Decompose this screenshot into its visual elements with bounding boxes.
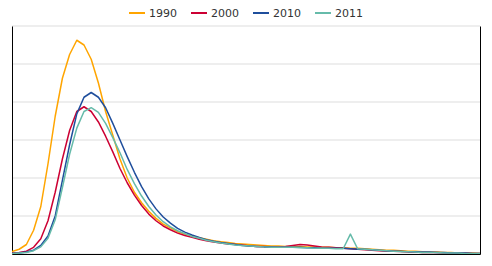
legend: 1990 2000 2010 2011 [129, 7, 363, 20]
series-line [12, 40, 480, 253]
grid-line [12, 178, 480, 179]
legend-swatch [253, 12, 269, 14]
plot-area [12, 26, 481, 255]
legend-label: 2011 [335, 7, 363, 20]
legend-swatch [191, 12, 207, 14]
axis-line [480, 27, 481, 255]
legend-item: 1990 [129, 7, 177, 20]
series-line [12, 93, 480, 254]
series-line [12, 108, 480, 254]
y-axis [12, 27, 13, 255]
grid-line [12, 26, 480, 27]
chart: 1990 2000 2010 2011 [0, 0, 492, 266]
grid-line [12, 140, 480, 141]
legend-label: 2010 [273, 7, 301, 20]
legend-label: 1990 [149, 7, 177, 20]
grid-line [12, 216, 480, 217]
grid-line [12, 254, 480, 255]
legend-item: 2011 [315, 7, 363, 20]
axis-line [12, 27, 13, 255]
grid-line [12, 64, 480, 65]
axis-line [13, 254, 481, 255]
series-line [12, 107, 480, 254]
grid [12, 26, 480, 254]
legend-label: 2000 [211, 7, 239, 20]
x-axis [13, 254, 481, 255]
legend-item: 2000 [191, 7, 239, 20]
y-axis-right [480, 27, 481, 255]
lines [12, 40, 480, 253]
legend-swatch [129, 12, 145, 14]
legend-swatch [315, 12, 331, 14]
legend-item: 2010 [253, 7, 301, 20]
